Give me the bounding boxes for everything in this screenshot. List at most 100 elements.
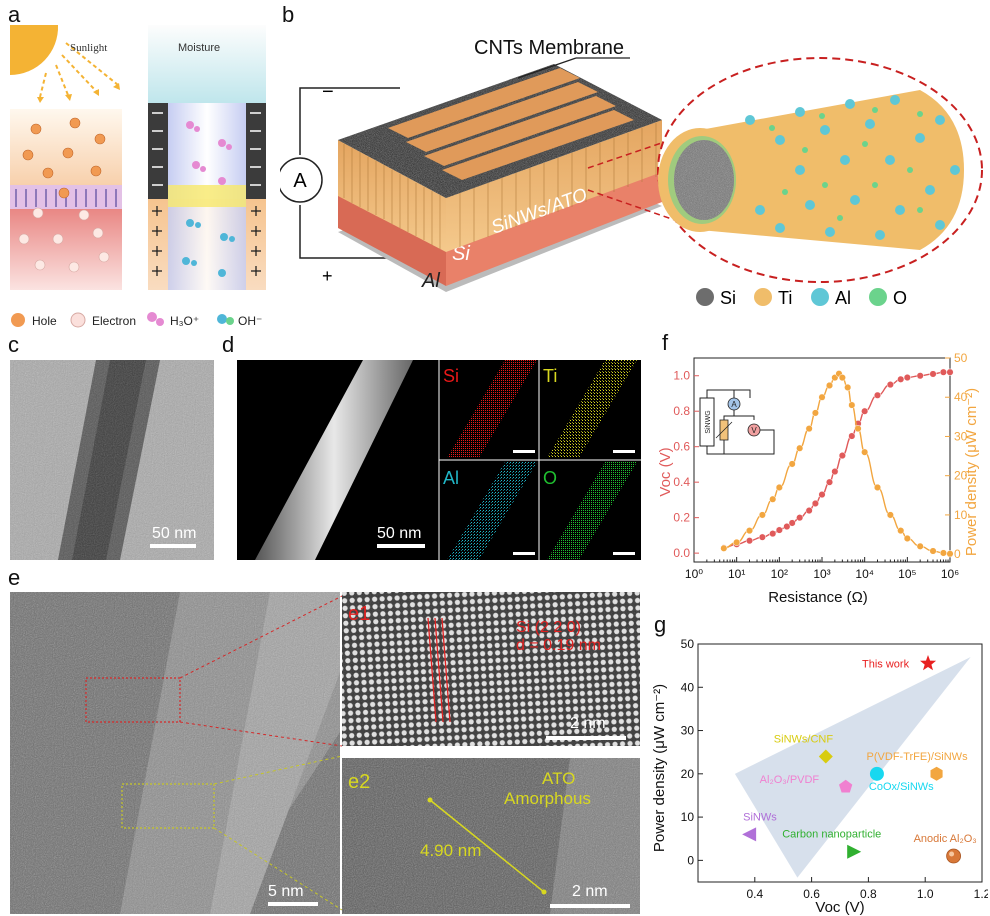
chart-f-xtick-label: 10⁶	[941, 567, 959, 581]
chart-f-point-voc	[796, 514, 804, 522]
chart-g-point-al-o-pvdf-label: Al₂O₃/PVDF	[760, 774, 820, 786]
chart-g-xtick-label: 0.8	[860, 887, 877, 901]
chart-f-ytick-right-label: 20	[954, 469, 968, 483]
svg-text:OH⁻: OH⁻	[238, 314, 262, 328]
chart-f-point-voc	[805, 507, 813, 515]
chart-g-xtick-label: 1.0	[917, 887, 934, 901]
chart-f-point-voc	[788, 519, 796, 527]
chart-f-ytick-right-label: 0	[954, 547, 961, 561]
chart-f-ytick-left-label: 0.0	[673, 546, 690, 560]
chart-f-point-power-density	[788, 460, 796, 468]
chart-f-point-power-density	[758, 511, 766, 519]
panel-label-g: g	[654, 612, 667, 637]
panel-e-hrtem: 5 nm e1 Si (2 2 0) d = 0.19 nm 2 nm e2 A…	[10, 592, 640, 914]
svg-text:50 nm: 50 nm	[152, 525, 196, 542]
chart-f-point-power-density	[811, 409, 819, 417]
svg-text:Hole: Hole	[32, 314, 57, 328]
chart-f-point-power-density	[903, 534, 911, 543]
svg-text:Ti: Ti	[543, 366, 557, 386]
chart-f-ytick-left-label: 1.0	[673, 369, 690, 383]
chart-f-ylabel-left: Voc (V)	[657, 447, 674, 496]
svg-text:Al: Al	[835, 288, 851, 308]
svg-text:Electron: Electron	[92, 314, 136, 328]
panel-e1-lattice: e1 Si (2 2 0) d = 0.19 nm 2 nm	[342, 592, 640, 746]
chart-f-point-voc	[838, 452, 846, 460]
chart-f-point-power-density	[861, 448, 869, 456]
chart-f-point-power-density	[916, 542, 924, 550]
chart-f-inset-circuit: SiNWG A V	[699, 389, 775, 455]
svg-text:SiNWG: SiNWG	[705, 410, 712, 433]
chart-g-point-carbon-nanoparticle	[847, 844, 862, 859]
svg-text:Sunlight: Sunlight	[70, 42, 107, 54]
chart-f-point-voc	[831, 467, 839, 476]
chart-f-point-voc	[861, 407, 869, 415]
chart-g-point-this-work-label: This work	[862, 658, 910, 670]
chart-f-xtick-label: 10⁰	[685, 567, 703, 581]
chart-f-point-voc	[916, 372, 924, 380]
chart-g-ytick-label: 40	[681, 680, 695, 694]
svg-text:ATO: ATO	[542, 769, 575, 788]
chart-f-point-power-density	[897, 527, 905, 535]
chart-f-point-power-density	[733, 538, 741, 546]
chart-g-point-anodic-al-o--label: Anodic Al₂O₃	[914, 833, 977, 845]
chart-f-point-power-density	[775, 483, 783, 492]
chart-f-ytick-right-label: 50	[954, 351, 968, 365]
chart-g-point-anodic-al-o-	[946, 848, 962, 864]
chart-g-point-sinws-label: SiNWs	[743, 811, 777, 823]
chart-f-point-voc	[848, 432, 856, 440]
panel-label-f: f	[662, 330, 669, 355]
chart-g-point-p-vdf-trfe-sinws-label: P(VDF-TrFE)/SiNWs	[867, 751, 969, 763]
chart-g-xlabel: Voc (V)	[815, 899, 864, 916]
chart-f-point-voc	[811, 499, 819, 508]
chart-f-xlabel: Resistance (Ω)	[768, 589, 868, 606]
chart-f-line-power-density	[723, 372, 951, 555]
chart-f-point-voc	[745, 537, 754, 545]
svg-text:2 nm: 2 nm	[572, 883, 608, 900]
chart-g-point-sinws	[742, 827, 757, 842]
chart-f-ytick-right-label: 10	[954, 508, 968, 522]
svg-text:Moisture: Moisture	[178, 42, 220, 54]
chart-f-point-voc	[783, 522, 791, 531]
chart-f-point-voc	[886, 381, 894, 389]
svg-text:Si (2 2 0): Si (2 2 0)	[516, 619, 581, 636]
chart-f-point-power-density	[854, 425, 862, 433]
chart-f-point-voc	[939, 368, 947, 376]
panel-label-c: c	[8, 332, 19, 357]
panel-label-a: a	[8, 2, 21, 27]
panel-label-d: d	[222, 332, 235, 357]
chart-f-ytick-left-label: 0.4	[673, 475, 690, 489]
chart-g-frame	[697, 643, 983, 883]
chart-f-point-power-density	[939, 549, 947, 557]
chart-g-comparison: 0.4 0.6 0.8 1.0 1.2 0 10 20 30 40 50 This work SiNW…	[651, 637, 988, 916]
chart-f-point-voc	[873, 391, 882, 399]
svg-text:e1: e1	[348, 603, 370, 625]
eds-map-ti: Ti	[543, 360, 637, 458]
panel-a-schematic: Sunlight Moisture Hole Ele	[10, 25, 266, 328]
chart-f-xtick-label: 10⁵	[898, 567, 916, 581]
chart-f-point-voc	[825, 478, 834, 486]
chart-f-point-power-density	[946, 550, 954, 558]
chart-f-xtick-label: 10²	[771, 567, 788, 581]
svg-text:O: O	[893, 288, 907, 308]
chart-f-point-voc	[946, 368, 954, 376]
chart-g-xtick-label: 1.2	[974, 887, 988, 901]
svg-text:A: A	[293, 170, 307, 192]
chart-g-point-coox-sinws	[869, 766, 884, 781]
eds-map-si: Si	[443, 360, 537, 458]
chart-g-point-sinws-cnf-label: SiNWs/CNF	[774, 734, 834, 746]
svg-text:e2: e2	[348, 771, 370, 793]
chart-f-point-power-density	[818, 393, 826, 401]
chart-f-ytick-left-label: 0.6	[673, 440, 690, 454]
svg-text:Al: Al	[421, 270, 440, 292]
chart-f-point-voc	[903, 373, 911, 382]
chart-f-point-power-density	[886, 511, 894, 519]
chart-g-ytick-label: 10	[681, 810, 695, 824]
svg-text:A: A	[731, 400, 737, 409]
chart-f-point-power-density	[720, 544, 728, 552]
svg-text:H₃O⁺: H₃O⁺	[170, 314, 199, 328]
chart-f-point-power-density	[838, 374, 846, 382]
svg-text:Amorphous: Amorphous	[504, 789, 591, 808]
svg-text:Si: Si	[452, 243, 470, 265]
chart-f-ytick-right-label: 40	[954, 390, 968, 404]
chart-f-ylabel-right: Power density (μW cm⁻²)	[963, 388, 980, 556]
